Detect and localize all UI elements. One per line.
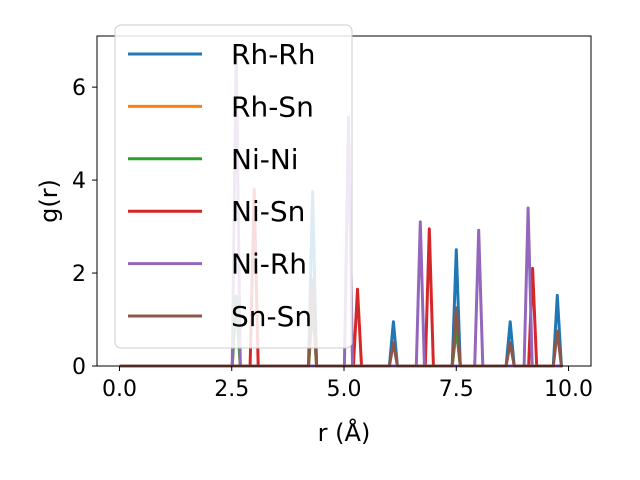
x-tick-label: 7.5: [439, 377, 474, 402]
legend-label: Ni-Sn: [231, 195, 305, 228]
y-tick-label: 0: [72, 355, 86, 380]
legend-label: Rh-Rh: [231, 38, 316, 71]
x-ticks: 0.0 2.5 5.0 7.5 10.0: [102, 366, 593, 402]
x-tick-label: 10.0: [544, 377, 593, 402]
legend-label: Sn-Sn: [231, 300, 312, 333]
legend-label: Ni-Rh: [231, 248, 307, 281]
x-tick-label: 2.5: [214, 377, 249, 402]
y-ticks: 0 2 4 6: [72, 76, 97, 380]
legend-label: Rh-Sn: [231, 90, 314, 123]
legend-label: Ni-Ni: [231, 143, 299, 176]
x-tick-label: 5.0: [327, 377, 362, 402]
legend: Rh-Rh Rh-Sn Ni-Ni Ni-Sn Ni-Rh Sn-Sn: [114, 24, 353, 349]
y-tick-label: 4: [72, 169, 86, 194]
y-tick-label: 6: [72, 76, 86, 101]
y-tick-label: 2: [72, 262, 86, 287]
y-axis-label: g(r): [35, 179, 63, 223]
x-tick-label: 0.0: [102, 377, 137, 402]
x-axis-label: r (Å): [318, 418, 371, 447]
